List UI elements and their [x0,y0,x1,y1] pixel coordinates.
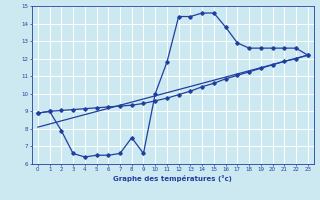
X-axis label: Graphe des températures (°c): Graphe des températures (°c) [113,175,232,182]
